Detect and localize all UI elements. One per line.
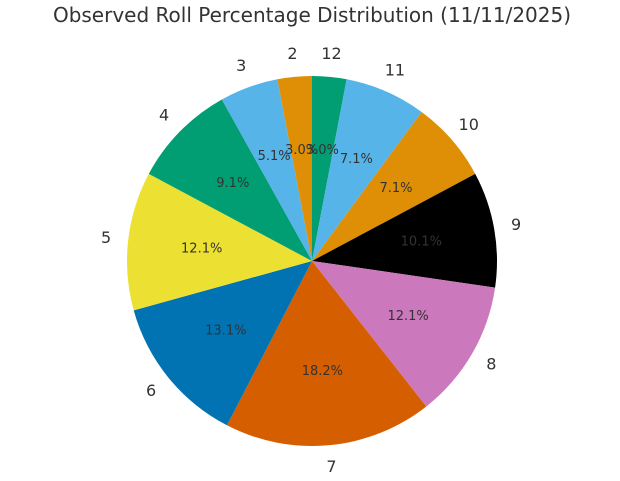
pie-slice-7 xyxy=(226,261,427,446)
slice-label-5: 5 xyxy=(101,228,111,247)
pie-slice-10 xyxy=(312,112,476,262)
pie-slice-11 xyxy=(312,79,422,261)
slice-percent-2: 3.0% xyxy=(285,143,318,158)
slice-percent-3: 5.1% xyxy=(258,149,291,164)
slice-label-9: 9 xyxy=(511,215,521,234)
pie-slice-8 xyxy=(312,261,496,407)
pie-slice-6 xyxy=(133,261,312,426)
slice-percent-4: 9.1% xyxy=(216,176,249,191)
slice-label-8: 8 xyxy=(486,354,496,373)
slice-label-11: 11 xyxy=(385,61,405,80)
pie-slice-5 xyxy=(127,173,312,311)
pie-slices xyxy=(127,76,497,446)
slice-label-3: 3 xyxy=(236,56,246,75)
slice-label-7: 7 xyxy=(326,457,336,476)
pie-slice-9 xyxy=(312,173,497,288)
pie-slice-12 xyxy=(312,76,347,261)
slice-percent-9: 10.1% xyxy=(401,234,442,249)
slice-percent-10: 7.1% xyxy=(379,181,412,196)
chart-title: Observed Roll Percentage Distribution (1… xyxy=(53,3,571,27)
pie-slice-3 xyxy=(221,79,312,261)
slice-label-4: 4 xyxy=(159,105,169,124)
pie-labels: 12 3.0% 11 7.1% 10 7.1% 9 10.1% 8 12.1% 7 18.2% 6 13.… xyxy=(101,44,521,476)
pie-slice-4 xyxy=(148,99,312,261)
slice-label-12: 12 xyxy=(321,44,341,63)
slice-percent-11: 7.1% xyxy=(340,152,373,167)
slice-percent-8: 12.1% xyxy=(387,309,428,324)
slice-percent-5: 12.1% xyxy=(181,241,222,256)
pie-slice-2 xyxy=(277,76,312,261)
slice-percent-12: 3.0% xyxy=(306,143,339,158)
slice-label-2: 2 xyxy=(287,44,297,63)
slice-label-6: 6 xyxy=(146,381,156,400)
slice-label-10: 10 xyxy=(459,115,479,134)
slice-percent-7: 18.2% xyxy=(302,364,343,379)
slice-percent-6: 13.1% xyxy=(205,323,246,338)
